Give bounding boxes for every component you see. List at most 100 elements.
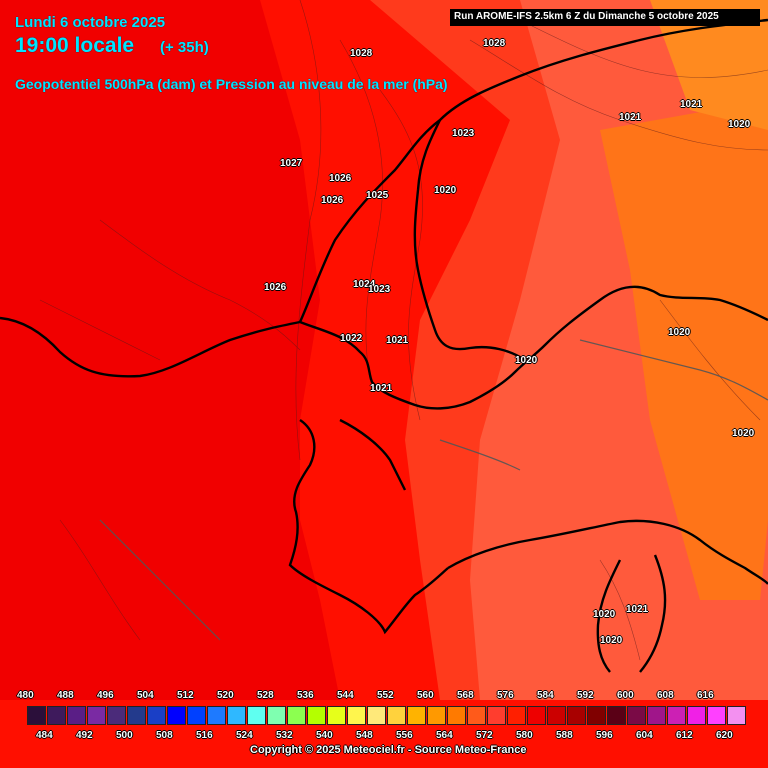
copyright-notice: Copyright © 2025 Meteociel.fr - Source M… [250, 744, 527, 756]
pressure-label: 1026 [264, 282, 287, 293]
legend-tick-bottom: 548 [356, 730, 373, 741]
product-title: Geopotentiel 500hPa (dam) et Pression au… [15, 76, 448, 92]
legend-tick-bottom: 524 [236, 730, 253, 741]
legend-tick-bottom: 612 [676, 730, 693, 741]
legend-tick-bottom: 540 [316, 730, 333, 741]
coastlines [0, 18, 768, 673]
run-info-text: Run AROME-IFS 2.5km 6 Z du Dimanche 5 oc… [454, 11, 719, 22]
pressure-isobars [39, 0, 768, 661]
legend-tick-bottom: 588 [556, 730, 573, 741]
legend-color-swatch [207, 706, 226, 725]
legend-tick-top: 488 [57, 690, 74, 701]
legend-color-swatch [727, 706, 746, 725]
pressure-label: 1024 [353, 279, 376, 290]
legend-tick-top: 504 [137, 690, 154, 701]
pressure-label: 1026 [321, 195, 344, 206]
legend-tick-bottom: 620 [716, 730, 733, 741]
band-564-east [600, 100, 768, 600]
legend-tick-bottom: 532 [276, 730, 293, 741]
borders [99, 339, 768, 641]
pressure-label: 1020 [515, 355, 538, 366]
legend-color-swatch [447, 706, 466, 725]
legend-color-swatch [367, 706, 386, 725]
legend-tick-top: 520 [217, 690, 234, 701]
legend-tick-top: 568 [457, 690, 474, 701]
legend-color-swatch [327, 706, 346, 725]
pressure-label: 1020 [732, 428, 755, 439]
legend-color-swatch [147, 706, 166, 725]
run-info-box [450, 9, 760, 26]
legend-color-swatch [287, 706, 306, 725]
pressure-label: 1021 [680, 99, 703, 110]
legend-color-swatch [547, 706, 566, 725]
legend-color-swatch [427, 706, 446, 725]
legend-color-swatch [687, 706, 706, 725]
legend-color-swatch [247, 706, 266, 725]
legend-color-swatch [167, 706, 186, 725]
forecast-date: Lundi 6 octobre 2025 [15, 14, 166, 31]
legend-color-swatch [467, 706, 486, 725]
legend-tick-top: 600 [617, 690, 634, 701]
legend-color-swatch [627, 706, 646, 725]
legend-tick-top: 608 [657, 690, 674, 701]
legend-color-swatch [667, 706, 686, 725]
legend-color-swatch [67, 706, 86, 725]
color-scale-legend: 480 488 496 504 512 520 528 536 544 552 560 568 576 5… [0, 690, 768, 768]
pressure-label: 1026 [329, 173, 352, 184]
forecast-lead-time: (+ 35h) [160, 39, 209, 56]
legend-color-swatch [587, 706, 606, 725]
legend-color-swatch [47, 706, 66, 725]
legend-color-swatch [187, 706, 206, 725]
legend-color-swatch [267, 706, 286, 725]
legend-color-swatch [107, 706, 126, 725]
forecast-time: 19:00 locale [15, 34, 135, 57]
legend-tick-top: 616 [697, 690, 714, 701]
legend-color-swatch [27, 706, 46, 725]
legend-tick-bottom: 604 [636, 730, 653, 741]
legend-tick-top: 496 [97, 690, 114, 701]
legend-tick-bottom: 572 [476, 730, 493, 741]
legend-tick-top: 576 [497, 690, 514, 701]
pressure-label: 1020 [728, 119, 751, 130]
legend-color-swatch [647, 706, 666, 725]
legend-color-swatch [407, 706, 426, 725]
legend-tick-top: 552 [377, 690, 394, 701]
legend-color-swatch [507, 706, 526, 725]
legend-tick-top: 536 [297, 690, 314, 701]
legend-tick-top: 544 [337, 690, 354, 701]
legend-color-swatch [527, 706, 546, 725]
legend-tick-bottom: 580 [516, 730, 533, 741]
pressure-label: 1028 [350, 48, 373, 59]
legend-color-swatch [227, 706, 246, 725]
legend-tick-bottom: 564 [436, 730, 453, 741]
legend-tick-bottom: 484 [36, 730, 53, 741]
legend-color-swatch [387, 706, 406, 725]
legend-color-swatch [487, 706, 506, 725]
legend-tick-bottom: 516 [196, 730, 213, 741]
pressure-label: 1021 [626, 604, 649, 615]
pressure-label: 1023 [452, 128, 475, 139]
legend-tick-top: 584 [537, 690, 554, 701]
legend-tick-top: 592 [577, 690, 594, 701]
legend-color-swatch [347, 706, 366, 725]
legend-tick-top: 528 [257, 690, 274, 701]
pressure-label: 1020 [600, 635, 623, 646]
legend-tick-bottom: 508 [156, 730, 173, 741]
legend-color-swatch [87, 706, 106, 725]
legend-tick-bottom: 596 [596, 730, 613, 741]
legend-tick-top: 560 [417, 690, 434, 701]
pressure-label: 1020 [668, 327, 691, 338]
pressure-label: 1023 [368, 284, 391, 295]
legend-tick-bottom: 556 [396, 730, 413, 741]
legend-color-swatch [127, 706, 146, 725]
legend-color-swatch [707, 706, 726, 725]
legend-color-swatch [307, 706, 326, 725]
pressure-label: 1021 [370, 383, 393, 394]
legend-tick-bottom: 492 [76, 730, 93, 741]
pressure-label: 1027 [280, 158, 303, 169]
pressure-label: 1021 [386, 335, 409, 346]
pressure-label: 1020 [434, 185, 457, 196]
legend-tick-top: 512 [177, 690, 194, 701]
